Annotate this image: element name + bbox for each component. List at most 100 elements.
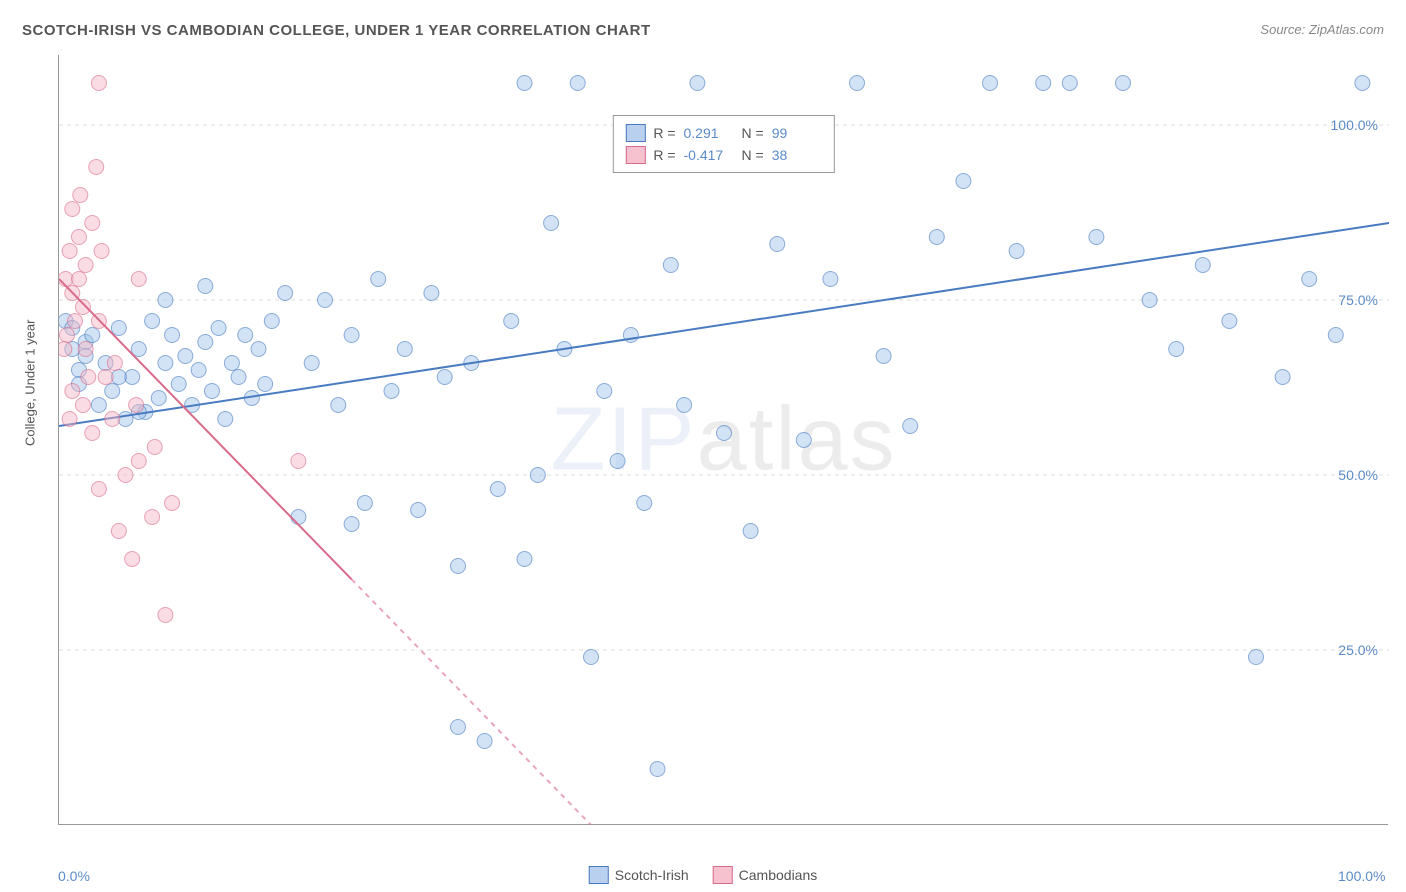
- scatter-point: [717, 426, 732, 441]
- scatter-point: [344, 328, 359, 343]
- scatter-point: [91, 76, 106, 91]
- scatter-point: [107, 356, 122, 371]
- scatter-point: [584, 650, 599, 665]
- scatter-point: [218, 412, 233, 427]
- scatter-point: [91, 398, 106, 413]
- scatter-point: [411, 503, 426, 518]
- scatter-point: [517, 552, 532, 567]
- scatter-point: [111, 524, 126, 539]
- scatter-point: [796, 433, 811, 448]
- scatter-point: [158, 356, 173, 371]
- scatter-point: [59, 342, 72, 357]
- r-value-1: 0.291: [684, 125, 734, 141]
- scatter-point: [291, 510, 306, 525]
- scatter-point: [344, 517, 359, 532]
- scatter-point: [318, 293, 333, 308]
- scatter-point: [397, 342, 412, 357]
- scatter-point: [264, 314, 279, 329]
- n-label-1: N =: [742, 125, 764, 141]
- scatter-point: [384, 384, 399, 399]
- scatter-point: [65, 202, 80, 217]
- y-axis-label: College, Under 1 year: [23, 320, 38, 446]
- scatter-point: [663, 258, 678, 273]
- scatter-point: [75, 300, 90, 315]
- source-prefix: Source:: [1260, 22, 1305, 37]
- n-value-2: 38: [772, 147, 822, 163]
- n-value-1: 99: [772, 125, 822, 141]
- swatch-pink-icon: [625, 146, 645, 164]
- scatter-point: [62, 412, 77, 427]
- scatter-point: [125, 370, 140, 385]
- scatter-point: [211, 321, 226, 336]
- scatter-point: [145, 510, 160, 525]
- scatter-point: [158, 293, 173, 308]
- r-label-2: R =: [653, 147, 675, 163]
- scatter-point: [145, 314, 160, 329]
- scatter-point: [517, 76, 532, 91]
- scatter-point: [929, 230, 944, 245]
- source-label: Source: ZipAtlas.com: [1260, 22, 1384, 37]
- scatter-point: [231, 370, 246, 385]
- scatter-point: [530, 468, 545, 483]
- scatter-point: [490, 482, 505, 497]
- scatter-point: [204, 384, 219, 399]
- scatter-point: [304, 356, 319, 371]
- chart-plot-area: ZIPatlas R = 0.291 N = 99 R = -0.417 N =…: [58, 55, 1388, 825]
- scatter-point: [278, 286, 293, 301]
- legend-item-2: Cambodians: [713, 866, 818, 884]
- scatter-point: [1328, 328, 1343, 343]
- scatter-point: [91, 482, 106, 497]
- scatter-point: [544, 216, 559, 231]
- scatter-point: [1249, 650, 1264, 665]
- scatter-point: [690, 76, 705, 91]
- scatter-point: [89, 160, 104, 175]
- scatter-point: [171, 377, 186, 392]
- scatter-point: [65, 384, 80, 399]
- scatter-point: [75, 398, 90, 413]
- scatter-point: [451, 720, 466, 735]
- scatter-point: [650, 762, 665, 777]
- scatter-point: [67, 314, 82, 329]
- y-tick-label: 100.0%: [1331, 117, 1378, 133]
- scatter-point: [1169, 342, 1184, 357]
- scatter-point: [597, 384, 612, 399]
- scatter-point: [637, 496, 652, 511]
- y-tick-label: 50.0%: [1338, 467, 1378, 483]
- scatter-point: [1355, 76, 1370, 91]
- legend-stats-row-1: R = 0.291 N = 99: [625, 122, 821, 144]
- scatter-point: [903, 419, 918, 434]
- scatter-point: [1222, 314, 1237, 329]
- swatch-pink-icon: [713, 866, 733, 884]
- scatter-point: [71, 230, 86, 245]
- scatter-point: [85, 328, 100, 343]
- scatter-point: [165, 496, 180, 511]
- scatter-point: [610, 454, 625, 469]
- x-tick-label: 100.0%: [1338, 868, 1385, 884]
- scatter-point: [331, 398, 346, 413]
- scatter-point: [129, 398, 144, 413]
- n-label-2: N =: [742, 147, 764, 163]
- scatter-point: [956, 174, 971, 189]
- scatter-point: [78, 342, 93, 357]
- scatter-point: [451, 559, 466, 574]
- scatter-point: [158, 608, 173, 623]
- scatter-point: [151, 391, 166, 406]
- scatter-point: [1036, 76, 1051, 91]
- scatter-point: [125, 552, 140, 567]
- source-name: ZipAtlas.com: [1309, 22, 1384, 37]
- scatter-point: [1009, 244, 1024, 259]
- scatter-point: [823, 272, 838, 287]
- x-tick-label: 0.0%: [58, 868, 90, 884]
- r-value-2: -0.417: [684, 147, 734, 163]
- scatter-point: [876, 349, 891, 364]
- scatter-point: [1142, 293, 1157, 308]
- scatter-point: [850, 76, 865, 91]
- swatch-blue-icon: [625, 124, 645, 142]
- scatter-point: [165, 328, 180, 343]
- scatter-point: [147, 440, 162, 455]
- scatter-point: [105, 412, 120, 427]
- scatter-point: [111, 321, 126, 336]
- scatter-point: [238, 328, 253, 343]
- y-tick-label: 25.0%: [1338, 642, 1378, 658]
- scatter-point: [198, 279, 213, 294]
